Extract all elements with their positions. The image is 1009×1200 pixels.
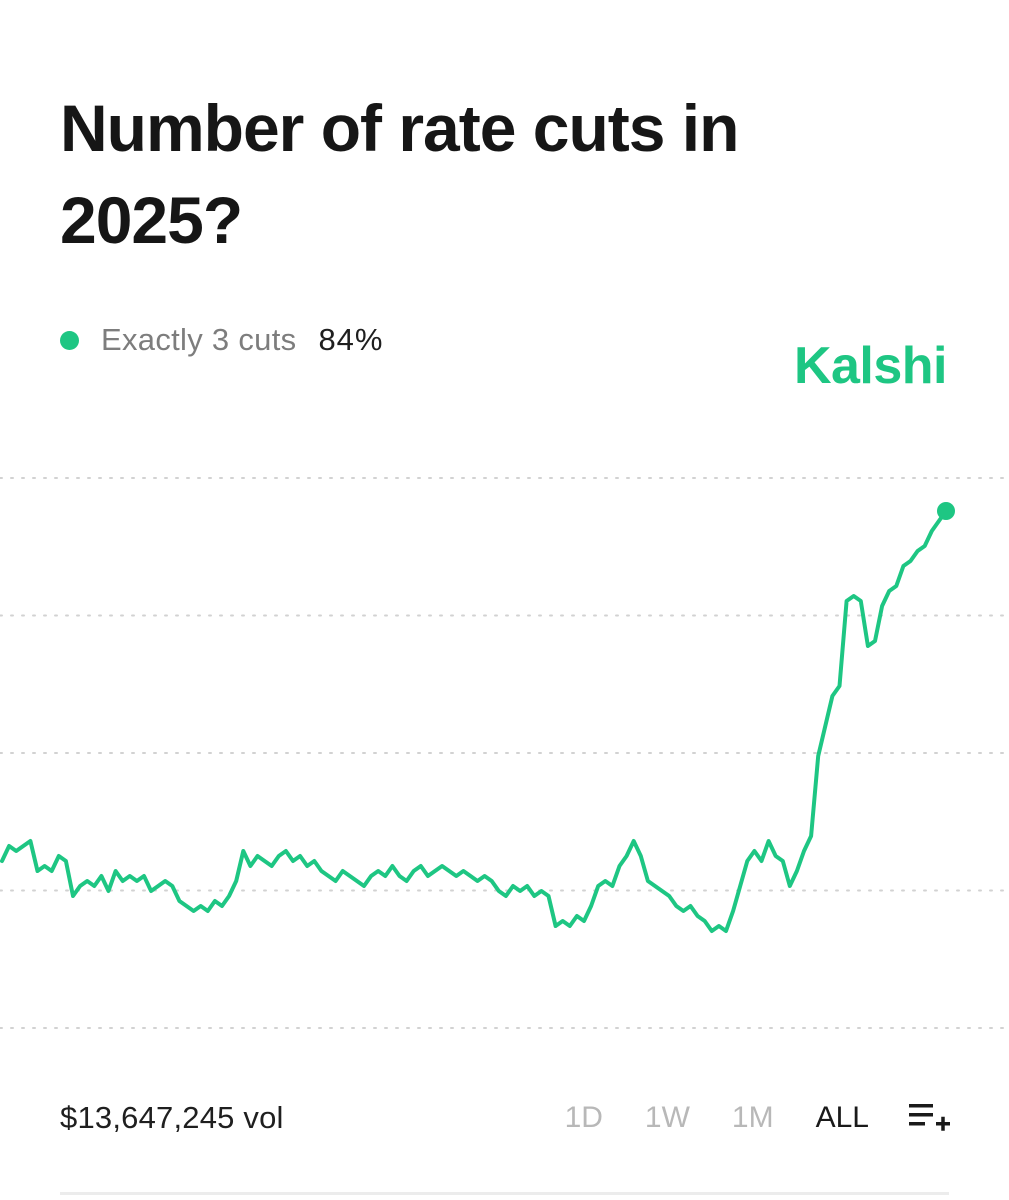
volume-text: $13,647,245 vol xyxy=(60,1100,284,1135)
series-line xyxy=(0,509,948,933)
legend: Exactly 3 cuts 84% xyxy=(60,320,383,360)
brand-logo: Kalshi xyxy=(793,337,948,395)
range-1d-button[interactable]: 1D xyxy=(564,1101,603,1134)
range-all-button[interactable]: ALL xyxy=(815,1101,869,1134)
page-title: Number of rate cuts in 2025? xyxy=(60,91,739,257)
chart-footer: $13,647,245 vol 1D 1W 1M ALL xyxy=(60,1090,951,1146)
price-chart[interactable] xyxy=(0,440,1009,1060)
list-add-icon[interactable] xyxy=(909,1102,951,1134)
divider xyxy=(60,1192,949,1195)
range-1m-button[interactable]: 1M xyxy=(731,1101,774,1134)
range-1w-button[interactable]: 1W xyxy=(644,1101,690,1134)
legend-label: Exactly 3 cuts xyxy=(101,322,297,357)
legend-dot-icon xyxy=(60,330,79,350)
range-selector: 1D 1W 1M ALL xyxy=(523,1101,951,1135)
end-point-marker xyxy=(937,502,955,520)
legend-value: 84% xyxy=(318,322,384,357)
